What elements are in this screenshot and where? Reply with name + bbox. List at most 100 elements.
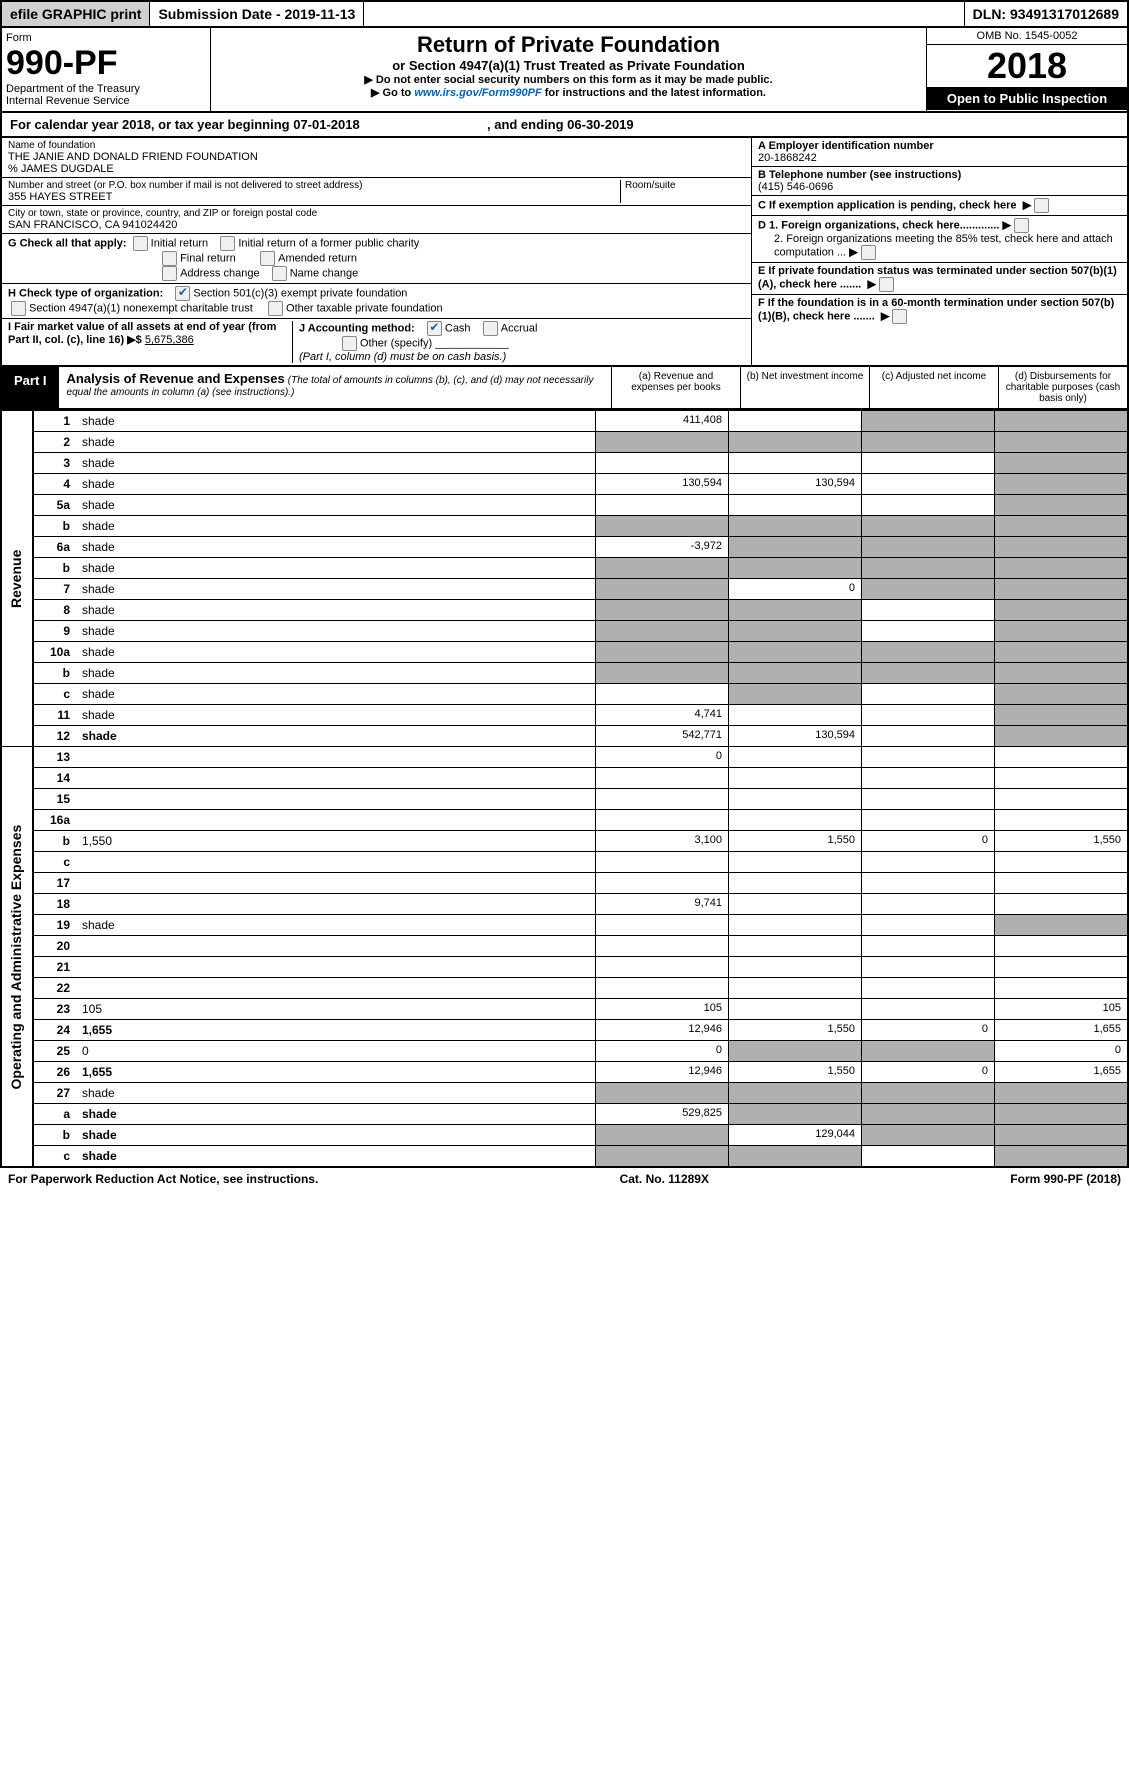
cell-d bbox=[995, 768, 1129, 789]
cell-d bbox=[995, 474, 1129, 495]
cell-d bbox=[995, 600, 1129, 621]
line-number: 8 bbox=[33, 600, 76, 621]
cell-a bbox=[596, 663, 729, 684]
line-description: 1,655 bbox=[76, 1062, 596, 1083]
cell-c bbox=[862, 1146, 995, 1168]
dept-treasury: Department of the Treasury bbox=[6, 83, 206, 95]
submission-date: Submission Date - 2019-11-13 bbox=[150, 2, 364, 26]
cell-d bbox=[995, 1104, 1129, 1125]
f-label: F If the foundation is in a 60-month ter… bbox=[758, 297, 1114, 322]
fmv-value: 5,675,386 bbox=[145, 334, 194, 346]
table-row: 261,65512,9461,55001,655 bbox=[1, 1062, 1128, 1083]
table-row: 15 bbox=[1, 789, 1128, 810]
cell-c: 0 bbox=[862, 831, 995, 852]
line-number: a bbox=[33, 1104, 76, 1125]
cell-b bbox=[729, 789, 862, 810]
line-number: 27 bbox=[33, 1083, 76, 1104]
cell-c bbox=[862, 873, 995, 894]
cell-d bbox=[995, 810, 1129, 831]
line-description bbox=[76, 810, 596, 831]
cell-d bbox=[995, 789, 1129, 810]
cell-a bbox=[596, 453, 729, 474]
cell-d bbox=[995, 726, 1129, 747]
cell-a: 529,825 bbox=[596, 1104, 729, 1125]
line-number: c bbox=[33, 852, 76, 873]
cell-c bbox=[862, 600, 995, 621]
cell-a bbox=[596, 978, 729, 999]
other-method-checkbox[interactable] bbox=[342, 336, 357, 351]
address-change-checkbox[interactable] bbox=[162, 266, 177, 281]
j-label: J Accounting method: bbox=[299, 322, 415, 334]
table-row: bshade bbox=[1, 516, 1128, 537]
cell-c bbox=[862, 705, 995, 726]
cell-a bbox=[596, 600, 729, 621]
line-description: shade bbox=[76, 453, 596, 474]
line-description: shade bbox=[76, 726, 596, 747]
form-number: 990-PF bbox=[6, 44, 206, 83]
name-change-checkbox[interactable] bbox=[272, 266, 287, 281]
instruction-2: ▶ Go to www.irs.gov/Form990PF for instru… bbox=[215, 86, 922, 99]
part1-title: Analysis of Revenue and Expenses bbox=[67, 371, 285, 386]
cell-a bbox=[596, 768, 729, 789]
cell-d: 105 bbox=[995, 999, 1129, 1020]
ein-value: 20-1868242 bbox=[758, 152, 1121, 164]
cell-d: 1,655 bbox=[995, 1062, 1129, 1083]
cell-a bbox=[596, 558, 729, 579]
cash-checkbox[interactable] bbox=[427, 321, 442, 336]
j-note: (Part I, column (d) must be on cash basi… bbox=[299, 351, 506, 363]
line-description: shade bbox=[76, 1125, 596, 1146]
cell-a bbox=[596, 1083, 729, 1104]
cell-c bbox=[862, 495, 995, 516]
table-row: 9shade bbox=[1, 621, 1128, 642]
line-number: 11 bbox=[33, 705, 76, 726]
line-description bbox=[76, 957, 596, 978]
cell-d bbox=[995, 1083, 1129, 1104]
cell-d bbox=[995, 957, 1129, 978]
initial-return-checkbox[interactable] bbox=[133, 236, 148, 251]
line-description: shade bbox=[76, 915, 596, 936]
line-number: 18 bbox=[33, 894, 76, 915]
cell-a: 411,408 bbox=[596, 411, 729, 432]
cell-c bbox=[862, 810, 995, 831]
cell-b bbox=[729, 957, 862, 978]
tel-label: B Telephone number (see instructions) bbox=[758, 169, 1121, 181]
room-label: Room/suite bbox=[625, 180, 745, 191]
table-row: c bbox=[1, 852, 1128, 873]
line-number: 3 bbox=[33, 453, 76, 474]
amended-return-checkbox[interactable] bbox=[260, 251, 275, 266]
table-row: 23105105105 bbox=[1, 999, 1128, 1020]
cell-b bbox=[729, 537, 862, 558]
cell-c bbox=[862, 474, 995, 495]
exemption-pending-checkbox[interactable] bbox=[1034, 198, 1049, 213]
form-link[interactable]: www.irs.gov/Form990PF bbox=[414, 87, 541, 99]
table-row: 21 bbox=[1, 957, 1128, 978]
other-taxable-checkbox[interactable] bbox=[268, 301, 283, 316]
cell-a bbox=[596, 432, 729, 453]
cell-b bbox=[729, 1104, 862, 1125]
cell-a bbox=[596, 936, 729, 957]
line-number: b bbox=[33, 1125, 76, 1146]
form-word: Form bbox=[6, 32, 206, 44]
foreign-org-checkbox[interactable] bbox=[1014, 218, 1029, 233]
s501-checkbox[interactable] bbox=[175, 286, 190, 301]
cell-d bbox=[995, 516, 1129, 537]
cell-a bbox=[596, 495, 729, 516]
line-number: 22 bbox=[33, 978, 76, 999]
foreign-85-checkbox[interactable] bbox=[861, 245, 876, 260]
final-return-checkbox[interactable] bbox=[162, 251, 177, 266]
accrual-checkbox[interactable] bbox=[483, 321, 498, 336]
cell-d bbox=[995, 453, 1129, 474]
line-description: shade bbox=[76, 558, 596, 579]
line-description: 1,550 bbox=[76, 831, 596, 852]
cell-b bbox=[729, 894, 862, 915]
status-terminated-checkbox[interactable] bbox=[879, 277, 894, 292]
table-row: 3shade bbox=[1, 453, 1128, 474]
60-month-checkbox[interactable] bbox=[892, 309, 907, 324]
table-row: 22 bbox=[1, 978, 1128, 999]
line-description bbox=[76, 873, 596, 894]
cell-c bbox=[862, 1104, 995, 1125]
cell-c bbox=[862, 747, 995, 768]
initial-former-checkbox[interactable] bbox=[220, 236, 235, 251]
s4947-checkbox[interactable] bbox=[11, 301, 26, 316]
col-d-header: (d) Disbursements for charitable purpose… bbox=[998, 367, 1127, 408]
